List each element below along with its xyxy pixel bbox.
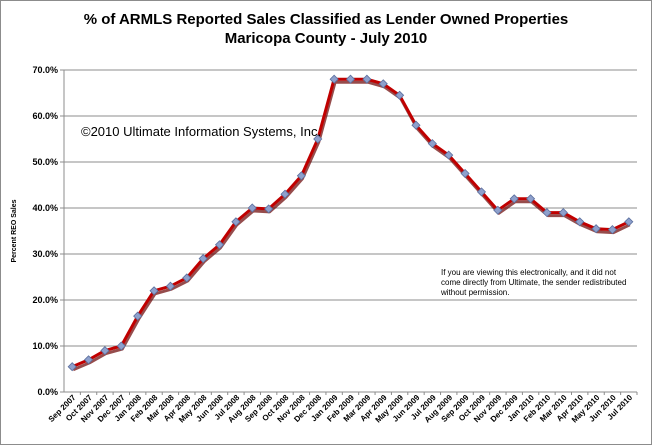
y-axis-ticks: 0.0% 10.0% 20.0% 30.0% 40.0% 50.0% 60.0% 70.0%	[32, 65, 64, 397]
data-point	[575, 217, 585, 227]
data-point	[591, 224, 601, 234]
data-point	[100, 346, 110, 356]
data-point	[67, 362, 77, 372]
data-point	[460, 168, 470, 179]
data-point	[165, 281, 175, 291]
series-group	[67, 74, 634, 372]
data-point	[329, 74, 339, 84]
data-point	[149, 286, 159, 296]
data-point	[116, 341, 126, 351]
data-point	[493, 205, 503, 215]
data-point	[542, 208, 552, 218]
data-point	[182, 273, 192, 283]
data-point	[395, 90, 405, 100]
data-point	[198, 254, 208, 264]
data-point	[362, 74, 372, 84]
data-point	[214, 240, 225, 250]
data-point	[378, 79, 388, 89]
data-point	[558, 208, 568, 218]
chart-subtitle: Maricopa County - July 2010	[225, 30, 428, 47]
note-line-2: come directly from Ultimate, the sender …	[441, 278, 626, 287]
data-point	[526, 194, 536, 204]
y-axis-label: Percent REO Sales	[11, 199, 18, 262]
data-point	[345, 74, 356, 84]
gridlines	[64, 69, 637, 347]
y-tick-label: 50.0%	[32, 157, 58, 167]
series-line	[71, 77, 630, 369]
data-point	[264, 204, 274, 214]
data-point	[247, 203, 257, 213]
y-tick-label: 10.0%	[32, 341, 58, 351]
data-point	[624, 217, 634, 227]
data-point	[133, 311, 143, 321]
redistribution-note: If you are viewing this electronically, …	[440, 268, 626, 297]
data-point	[509, 194, 519, 204]
y-tick-label: 30.0%	[32, 249, 58, 259]
data-point	[83, 355, 94, 365]
chart-title: % of ARMLS Reported Sales Classified as …	[84, 11, 569, 28]
data-point	[607, 225, 618, 235]
note-line-1: If you are viewing this electronically, …	[441, 268, 617, 277]
data-point	[476, 187, 487, 197]
y-tick-label: 20.0%	[32, 295, 58, 305]
copyright-annotation: ©2010 Ultimate Information Systems, Inc.	[81, 124, 321, 139]
data-point	[280, 189, 290, 199]
y-tick-label: 70.0%	[32, 65, 58, 75]
data-point	[444, 150, 454, 160]
data-point	[296, 171, 306, 181]
data-point	[231, 217, 241, 227]
y-tick-label: 40.0%	[32, 203, 58, 213]
data-point	[411, 120, 421, 130]
y-tick-label: 0.0%	[37, 387, 58, 397]
note-line-3: without permission.	[440, 288, 509, 297]
y-tick-label: 60.0%	[32, 111, 58, 121]
data-point	[427, 139, 437, 149]
data-point	[313, 134, 323, 144]
